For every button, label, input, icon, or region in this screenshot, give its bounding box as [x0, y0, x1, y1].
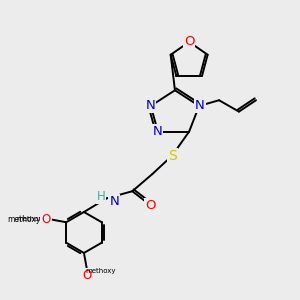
- Text: O: O: [82, 268, 92, 282]
- Text: N: N: [195, 99, 205, 112]
- Text: methoxy: methoxy: [7, 215, 41, 224]
- Text: H: H: [97, 190, 105, 203]
- Text: N: N: [152, 125, 162, 138]
- Text: methoxy: methoxy: [17, 216, 47, 222]
- Text: S: S: [168, 149, 176, 163]
- Text: N: N: [145, 99, 155, 112]
- Text: O: O: [146, 199, 156, 212]
- Text: N: N: [110, 195, 119, 208]
- Text: O: O: [42, 213, 51, 226]
- Text: O: O: [41, 213, 51, 226]
- Text: methoxy: methoxy: [86, 268, 116, 274]
- Text: O: O: [184, 35, 194, 48]
